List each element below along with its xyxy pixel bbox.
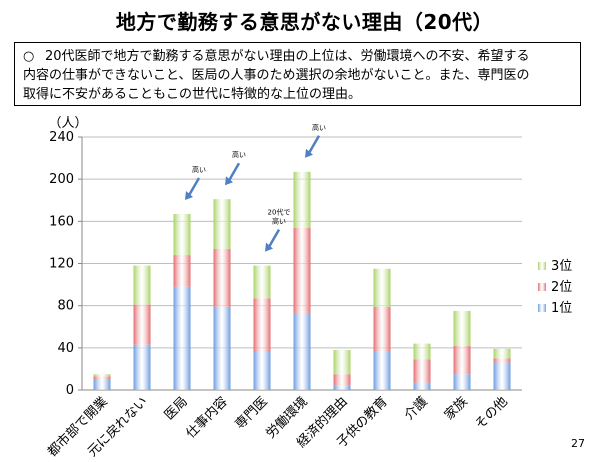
y-tick-label: 120 — [49, 257, 74, 272]
bar-2位 — [213, 248, 231, 307]
y-tick-label: 240 — [49, 130, 74, 145]
annotation-label: 高い — [272, 217, 286, 226]
annotation-arrow — [266, 228, 281, 250]
annotation-arrow — [186, 177, 201, 198]
bar-2位 — [253, 298, 271, 353]
bar-1位 — [373, 350, 391, 390]
bar-3位 — [173, 213, 191, 256]
summary-line-1: ○ 20代医師で地方で勤務する意思がない理由の上位は、労働環境への不安、希望する — [23, 47, 574, 66]
annotation-arrowhead — [185, 190, 193, 200]
x-tick-label: 医局 — [162, 394, 191, 423]
y-tick-label: 80 — [57, 299, 74, 314]
bar-3位 — [373, 268, 391, 307]
annotation-arrow — [226, 162, 241, 183]
bar-2位 — [453, 345, 471, 375]
legend-swatch-2位 — [538, 283, 546, 291]
annotation-arrowhead — [305, 148, 313, 158]
bar-1位 — [253, 352, 271, 390]
bar-2位 — [373, 306, 391, 351]
bar-1位 — [93, 379, 111, 390]
y-tick-label: 40 — [57, 341, 74, 356]
x-tick-label: その他 — [473, 394, 511, 432]
bar-1位 — [213, 306, 231, 390]
x-tick-label: 仕事内容 — [183, 394, 231, 442]
summary-line-3: 取得に不安があることもこの世代に特徴的な上位の理由。 — [23, 87, 362, 102]
bar-3位 — [253, 265, 271, 299]
y-tick-label: 0 — [66, 383, 74, 398]
summary-text-1: 20代医師で地方で勤務する意思がない理由の上位は、労働環境への不安、希望する — [45, 49, 530, 64]
annotation-label: 高い — [232, 150, 246, 159]
legend-label: 1位 — [551, 301, 572, 316]
bar-2位 — [133, 304, 151, 345]
bar-3位 — [93, 374, 111, 377]
bar-3位 — [213, 199, 231, 249]
page-number: 27 — [571, 437, 585, 450]
annotation-arrowhead — [265, 242, 273, 252]
bar-3位 — [133, 265, 151, 305]
bar-3位 — [453, 310, 471, 346]
bar-1位 — [453, 374, 471, 390]
annotation-arrow — [306, 135, 321, 156]
bar-2位 — [493, 358, 511, 363]
bar-3位 — [293, 171, 311, 228]
summary-line-2: 内容の仕事ができないこと、医局の人事のため選択の余地がないこと。また、専門医の — [23, 68, 530, 83]
bar-1位 — [133, 344, 151, 390]
annotation-label: 高い — [312, 123, 326, 132]
summary-box: ○ 20代医師で地方で勤務する意思がない理由の上位は、労働環境への不安、希望する … — [14, 42, 581, 106]
bar-1位 — [333, 385, 351, 390]
annotation-label: 20代で — [268, 208, 291, 217]
legend-swatch-1位 — [538, 304, 546, 312]
bar-2位 — [173, 255, 191, 287]
bar-1位 — [413, 382, 431, 390]
bar-2位 — [333, 374, 351, 386]
x-tick-label: 専門医 — [233, 394, 271, 432]
bar-1位 — [173, 286, 191, 390]
x-tick-label: 介護 — [401, 394, 431, 424]
annotation-label: 高い — [192, 165, 206, 174]
y-axis-label: （人） — [48, 116, 87, 131]
y-tick-label: 200 — [49, 172, 74, 187]
bar-2位 — [93, 376, 111, 380]
bar-2位 — [413, 359, 431, 383]
page-title: 地方で勤務する意思がない理由（20代） — [115, 10, 494, 34]
bar-3位 — [413, 343, 431, 360]
y-tick-label: 160 — [49, 214, 74, 229]
bar-1位 — [493, 362, 511, 390]
legend-swatch-3位 — [538, 262, 546, 270]
bar-3位 — [493, 348, 511, 359]
summary-bullet: ○ — [23, 49, 35, 64]
x-tick-label: 家族 — [441, 394, 471, 424]
bar-1位 — [293, 313, 311, 390]
annotation-arrowhead — [225, 176, 233, 186]
legend-label: 2位 — [551, 280, 572, 295]
bar-2位 — [293, 227, 311, 314]
legend-label: 3位 — [551, 259, 572, 274]
bar-3位 — [333, 349, 351, 375]
